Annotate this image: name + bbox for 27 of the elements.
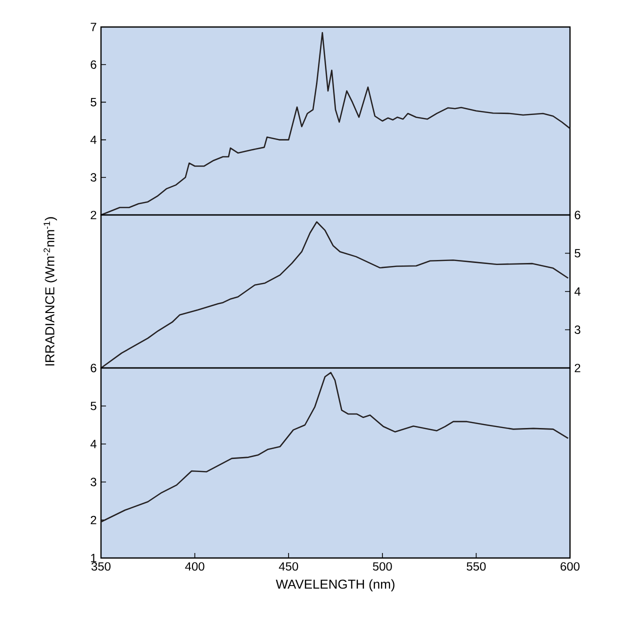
y2-tick-label: 3 xyxy=(574,326,580,334)
y-tick-label: 2 xyxy=(90,210,96,220)
y-tick-label: 4 xyxy=(90,440,96,448)
x-tick-label: 400 xyxy=(185,562,204,571)
x-tick-label: 600 xyxy=(560,562,580,571)
x-tick-label: 350 xyxy=(91,562,111,571)
y2-tick-label: 2 xyxy=(574,364,580,372)
x-tick-label: 500 xyxy=(372,562,392,571)
y-tick-label: 1 xyxy=(91,554,96,562)
y-tick-label: 3 xyxy=(90,173,96,182)
y-tick-label: 6 xyxy=(90,60,96,69)
y-tick-label: 2 xyxy=(90,516,96,524)
y-tick-label: 6 xyxy=(90,364,96,372)
y2-tick-label: 5 xyxy=(574,249,580,258)
y-tick-label: 3 xyxy=(90,478,96,486)
y-tick-label: 5 xyxy=(90,98,96,106)
y-axis-title: IRRADIANCE (Wm$^{-2}$nm$^{-1}$) xyxy=(44,217,57,366)
x-axis-title: WAVELENGTH (nm) xyxy=(276,579,394,592)
y-tick-label: 5 xyxy=(90,402,96,410)
y2-tick-label: 4 xyxy=(574,287,580,296)
line-series xyxy=(101,221,569,368)
x-tick-label: 550 xyxy=(466,562,486,571)
y-tick-label: 4 xyxy=(90,136,96,144)
y-tick-label: 7 xyxy=(90,22,96,32)
y2-tick-label: 6 xyxy=(574,210,580,220)
x-tick-label: 450 xyxy=(278,562,298,571)
line-series xyxy=(101,372,569,523)
